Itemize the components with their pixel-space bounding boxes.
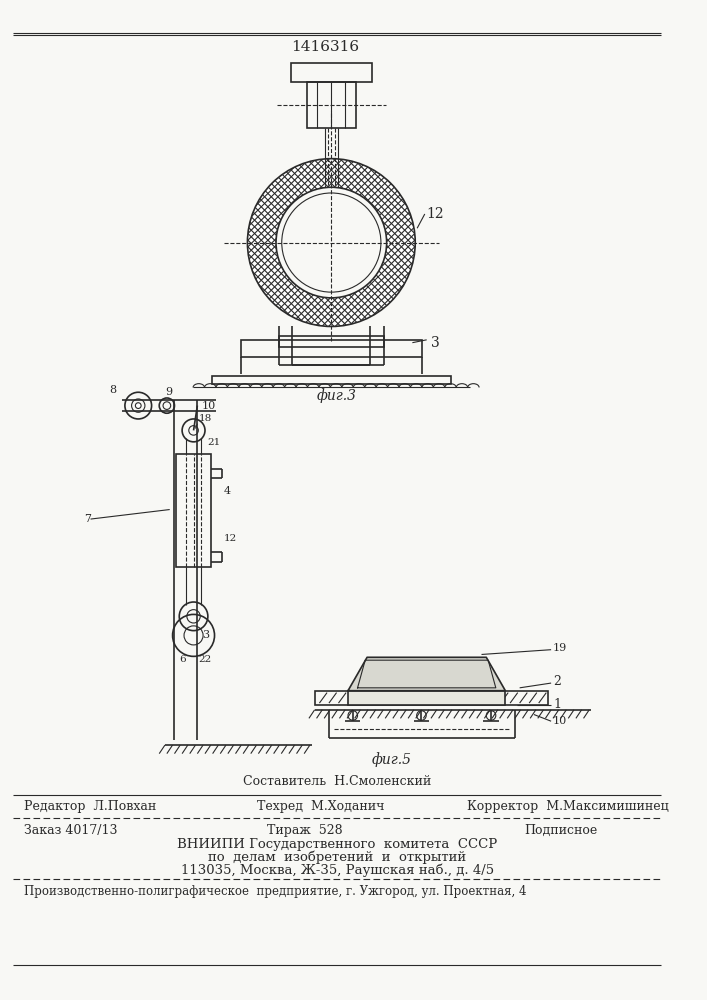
Text: 3: 3 (202, 630, 209, 640)
Text: 6: 6 (180, 655, 186, 664)
Text: фиг.5: фиг.5 (372, 752, 412, 767)
Text: Подписное: Подписное (525, 824, 597, 837)
Text: Редактор  Л.Повхан: Редактор Л.Повхан (24, 800, 156, 813)
Text: фиг.3: фиг.3 (317, 388, 357, 403)
Text: Заказ 4017/13: Заказ 4017/13 (24, 824, 117, 837)
Bar (307, 82, 356, 128)
Text: 19: 19 (553, 643, 567, 653)
Text: Техред  М.Ходанич: Техред М.Ходанич (257, 800, 385, 813)
Text: 3: 3 (431, 336, 440, 350)
Bar (176, 454, 211, 567)
Text: 2: 2 (553, 675, 561, 688)
Text: 1416316: 1416316 (291, 40, 359, 54)
Bar (279, 336, 384, 347)
Text: 8: 8 (110, 385, 117, 395)
Bar (315, 691, 548, 705)
Circle shape (247, 159, 415, 326)
Text: 12: 12 (224, 534, 238, 543)
Bar (241, 340, 422, 357)
Circle shape (276, 187, 387, 298)
Text: 10: 10 (202, 401, 216, 411)
Text: Составитель  Н.Смоленский: Составитель Н.Смоленский (243, 775, 432, 788)
Text: Корректор  М.Максимишинец: Корректор М.Максимишинец (467, 800, 669, 813)
Bar (348, 691, 506, 705)
Text: 7: 7 (84, 514, 91, 524)
Text: 22: 22 (199, 655, 211, 664)
Text: 9: 9 (165, 387, 172, 397)
Text: Производственно-полиграфическое  предприятие, г. Ужгород, ул. Проектная, 4: Производственно-полиграфическое предприя… (24, 885, 526, 898)
Text: 10: 10 (553, 716, 567, 726)
Text: 21: 21 (207, 438, 220, 447)
Circle shape (136, 403, 141, 408)
Text: 113035, Москва, Ж-35, Раушская наб., д. 4/5: 113035, Москва, Ж-35, Раушская наб., д. … (181, 863, 494, 877)
Bar (212, 376, 450, 384)
Polygon shape (348, 657, 506, 691)
Text: 18: 18 (199, 414, 211, 423)
Text: 12: 12 (427, 207, 444, 221)
Text: Тираж  528: Тираж 528 (267, 824, 343, 837)
Bar (291, 63, 372, 82)
Text: 4: 4 (224, 486, 231, 496)
Text: ВНИИПИ Государственного  комитета  СССР: ВНИИПИ Государственного комитета СССР (177, 838, 498, 851)
Text: 1: 1 (553, 698, 561, 711)
Text: по  делам  изобретений  и  открытий: по делам изобретений и открытий (209, 851, 467, 864)
